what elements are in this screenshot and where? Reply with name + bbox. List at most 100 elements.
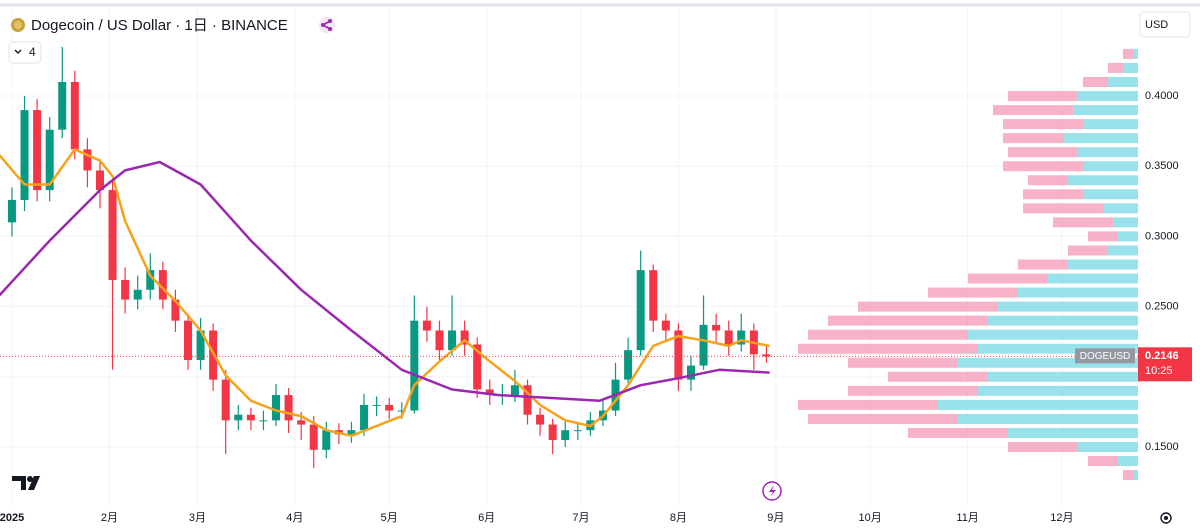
volume-profile <box>798 48 1138 481</box>
y-tick-label: 0.3500 <box>1145 160 1179 172</box>
candle-body <box>70 81 79 150</box>
profile-down-bar <box>848 357 958 368</box>
profile-down-bar <box>888 371 988 382</box>
x-tick-label: 8月 <box>670 512 687 524</box>
profile-up-bar <box>1073 105 1138 116</box>
candle-body <box>259 420 268 422</box>
profile-down-bar <box>993 105 1073 116</box>
profile-down-bar <box>908 427 1008 438</box>
candle-body <box>221 379 230 421</box>
candle-body <box>246 414 255 421</box>
candle-body <box>158 270 167 300</box>
candle-body <box>133 289 142 300</box>
profile-down-bar <box>1003 161 1083 172</box>
candle-body <box>20 110 29 200</box>
indicator-toggle[interactable]: 4 <box>8 41 42 64</box>
moving-average-line <box>0 148 770 438</box>
profile-up-bar <box>988 315 1138 326</box>
profile-down-bar <box>1083 76 1108 87</box>
profile-up-bar <box>978 385 1138 396</box>
profile-up-bar <box>1118 231 1138 242</box>
profile-down-bar <box>1088 456 1118 467</box>
candle-body <box>712 324 721 331</box>
profile-up-bar <box>958 413 1138 424</box>
profile-down-bar <box>1003 119 1083 130</box>
profile-down-bar <box>1023 203 1103 214</box>
y-tick-label: 0.4000 <box>1145 90 1179 102</box>
profile-up-bar <box>1118 456 1138 467</box>
candle-body <box>460 330 469 345</box>
profile-down-bar <box>1023 189 1083 200</box>
moving-average-line <box>0 160 770 402</box>
x-tick-label: 7月 <box>572 512 589 524</box>
candle-body <box>485 389 494 396</box>
x-tick-label: 2025 <box>0 512 24 524</box>
profile-up-bar <box>1108 245 1138 256</box>
profile-down-bar <box>798 343 978 354</box>
axes: 0.15000.20000.25000.30000.35000.40002025… <box>0 90 1192 524</box>
candle-body <box>146 270 155 290</box>
profile-down-bar <box>1088 231 1118 242</box>
candle-body <box>536 414 545 425</box>
profile-up-bar <box>1078 91 1138 102</box>
candle-body <box>322 430 331 450</box>
tradingview-logo <box>12 476 40 490</box>
symbol-tag-box <box>1075 348 1135 364</box>
profile-up-bar <box>1063 133 1138 144</box>
profile-down-bar <box>1108 62 1123 73</box>
y-tick-label: 0.2500 <box>1145 301 1179 313</box>
profile-down-bar <box>798 399 938 410</box>
candle-body <box>58 81 67 130</box>
events-icon[interactable] <box>762 481 782 501</box>
profile-down-bar <box>1003 133 1063 144</box>
candle-body <box>33 110 42 191</box>
chart-title: Dogecoin / US Dollar · 1日 · BINANCE <box>31 17 288 34</box>
candle-body <box>699 324 708 366</box>
candle-body <box>661 320 670 331</box>
candle-body <box>284 395 293 421</box>
profile-up-bar <box>1133 470 1138 481</box>
candle-body <box>473 344 482 390</box>
profile-down-bar <box>1008 147 1078 158</box>
y-tick-label: 0.1500 <box>1145 441 1179 453</box>
profile-down-bar <box>828 315 988 326</box>
candle-body <box>422 320 431 331</box>
profile-down-bar <box>808 329 968 340</box>
x-tick-label: 6月 <box>478 512 495 524</box>
candle-body <box>686 365 695 380</box>
candle-body <box>171 299 180 321</box>
candle-body <box>83 149 92 171</box>
profile-down-bar <box>1008 91 1078 102</box>
settings-icon[interactable] <box>1160 512 1172 524</box>
currency-button[interactable]: USD <box>1139 11 1191 38</box>
coin-icon-inner <box>14 21 22 29</box>
profile-up-bar <box>938 399 1138 410</box>
profile-up-bar <box>1133 48 1138 59</box>
profile-down-bar <box>1123 48 1133 59</box>
plot <box>0 46 1138 469</box>
profile-down-bar <box>858 301 998 312</box>
profile-down-bar <box>1053 217 1113 228</box>
profile-up-bar <box>998 301 1138 312</box>
share-icon[interactable] <box>319 17 335 33</box>
profile-up-bar <box>1123 62 1138 73</box>
candle-body <box>649 270 658 321</box>
profile-up-bar <box>958 357 1138 368</box>
price-label-box <box>1138 347 1192 382</box>
profile-up-bar <box>1048 273 1138 284</box>
x-tick-label: 9月 <box>767 512 784 524</box>
candle-body <box>272 395 281 421</box>
profile-up-bar <box>1078 442 1138 453</box>
indicator-count: 4 <box>29 45 36 59</box>
candle-body <box>548 424 557 440</box>
candle-body <box>636 270 645 351</box>
profile-up-bar <box>1078 147 1138 158</box>
candle-body <box>234 414 243 421</box>
candle-body <box>372 404 381 406</box>
candle-body <box>435 330 444 351</box>
symbol-tag: DOGEUSD <box>1080 351 1131 362</box>
x-tick-label: 3月 <box>189 512 206 524</box>
profile-up-bar <box>1083 119 1138 130</box>
candle-body <box>183 320 192 360</box>
